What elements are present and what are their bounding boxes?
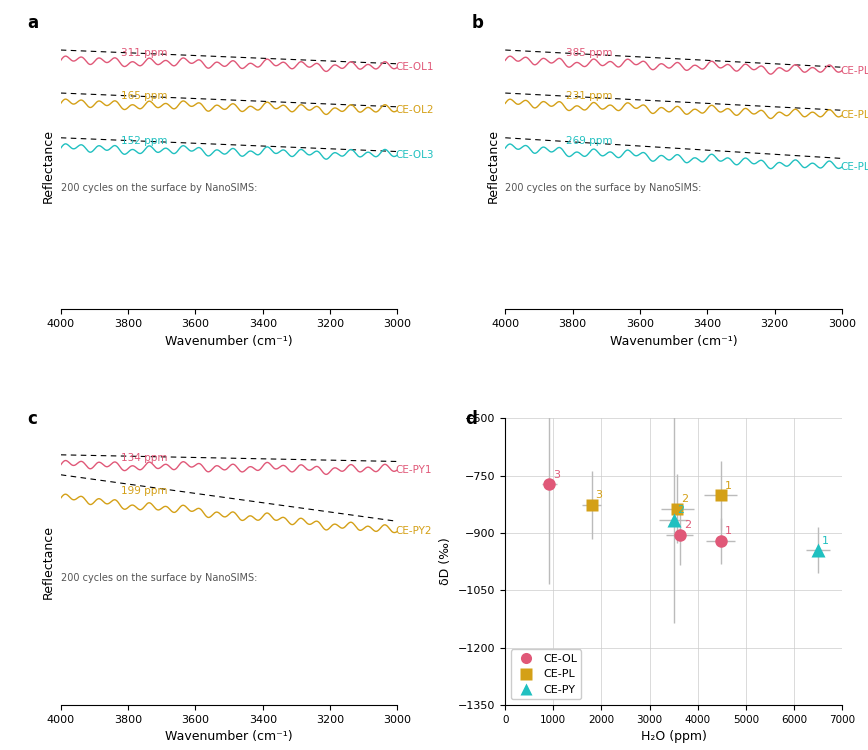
Text: d: d — [465, 410, 477, 428]
X-axis label: Wavenumber (cm⁻¹): Wavenumber (cm⁻¹) — [165, 334, 293, 347]
Text: CE-PY2: CE-PY2 — [396, 526, 432, 536]
Text: 200 cycles on the surface by NanoSIMS:: 200 cycles on the surface by NanoSIMS: — [61, 573, 257, 584]
Text: CE-OL3: CE-OL3 — [396, 150, 434, 160]
Text: 3: 3 — [595, 490, 602, 500]
Text: 311 ppm: 311 ppm — [122, 48, 168, 58]
Text: CE-PL3: CE-PL3 — [840, 162, 868, 172]
Text: b: b — [471, 14, 483, 32]
Text: 165 ppm: 165 ppm — [122, 92, 168, 101]
Text: 2: 2 — [684, 520, 691, 530]
Text: CE-PL1: CE-PL1 — [840, 66, 868, 76]
Text: 2: 2 — [677, 505, 685, 515]
Text: 1: 1 — [822, 536, 829, 545]
Text: 269 ppm: 269 ppm — [566, 136, 612, 146]
Legend: CE-OL, CE-PL, CE-PY: CE-OL, CE-PL, CE-PY — [510, 650, 582, 700]
X-axis label: Wavenumber (cm⁻¹): Wavenumber (cm⁻¹) — [165, 730, 293, 743]
Text: CE-PY1: CE-PY1 — [396, 465, 432, 475]
Text: 3: 3 — [553, 470, 560, 480]
X-axis label: H₂O (ppm): H₂O (ppm) — [641, 730, 707, 743]
Text: CE-OL2: CE-OL2 — [396, 105, 434, 116]
Text: 385 ppm: 385 ppm — [566, 48, 612, 58]
Text: 152 ppm: 152 ppm — [122, 136, 168, 146]
Text: CE-PL2: CE-PL2 — [840, 110, 868, 121]
Text: 2: 2 — [681, 494, 688, 504]
Text: 199 ppm: 199 ppm — [122, 486, 168, 496]
Text: 134 ppm: 134 ppm — [122, 453, 168, 463]
Text: 1: 1 — [725, 526, 732, 536]
Y-axis label: Reflectance: Reflectance — [43, 524, 56, 599]
Text: 231 ppm: 231 ppm — [566, 92, 612, 101]
Y-axis label: Reflectance: Reflectance — [43, 129, 56, 203]
Y-axis label: Reflectance: Reflectance — [487, 129, 500, 203]
Text: c: c — [27, 410, 37, 428]
Text: CE-OL1: CE-OL1 — [396, 62, 434, 72]
Text: a: a — [27, 14, 38, 32]
Text: 1: 1 — [725, 481, 732, 491]
Y-axis label: δD (‰): δD (‰) — [439, 538, 452, 586]
Text: 200 cycles on the surface by NanoSIMS:: 200 cycles on the surface by NanoSIMS: — [61, 183, 257, 194]
X-axis label: Wavenumber (cm⁻¹): Wavenumber (cm⁻¹) — [610, 334, 738, 347]
Text: 200 cycles on the surface by NanoSIMS:: 200 cycles on the surface by NanoSIMS: — [505, 183, 701, 194]
